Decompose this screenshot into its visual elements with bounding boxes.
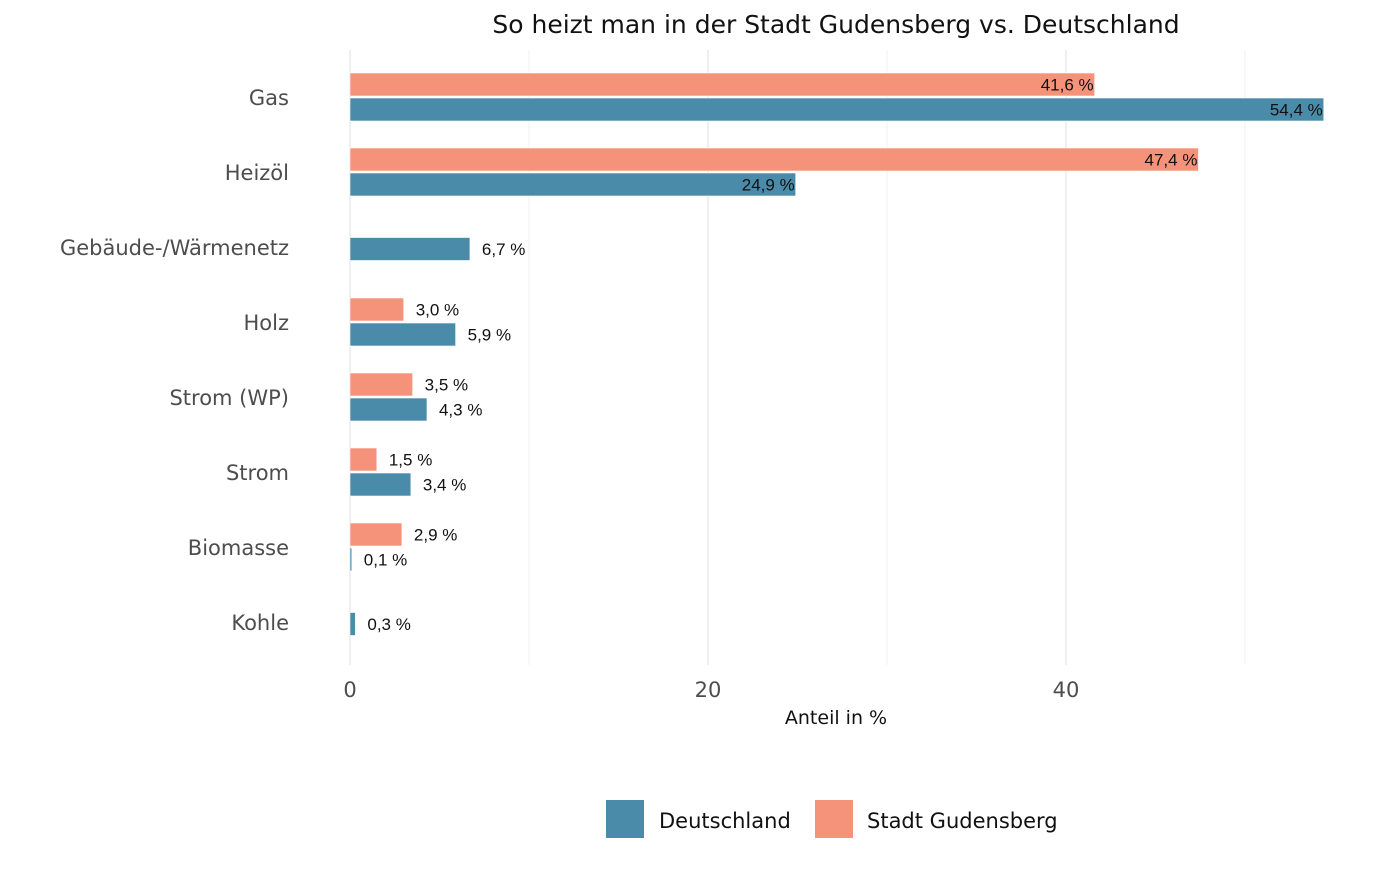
category-label-strom: Strom bbox=[226, 461, 289, 485]
x-tick-label: 0 bbox=[343, 678, 356, 702]
bar-gudensberg-holz bbox=[349, 297, 405, 322]
data-label-deutschland-strom: 3,4 % bbox=[423, 476, 466, 495]
data-label-deutschland-strom-wp: 4,3 % bbox=[439, 401, 482, 420]
category-label-kohle: Kohle bbox=[231, 611, 289, 635]
bar-deutschland-kohle bbox=[349, 612, 356, 636]
bar-deutschland-strom-wp bbox=[349, 397, 428, 422]
bars bbox=[349, 72, 1325, 636]
data-label-deutschland-holz: 5,9 % bbox=[468, 326, 511, 345]
category-label-gas: Gas bbox=[249, 86, 289, 110]
x-axis-ticks: 0 20 40 bbox=[343, 678, 1079, 702]
gridlines bbox=[349, 50, 1246, 665]
bar-gudensberg-heizöl bbox=[349, 147, 1199, 172]
data-label-gudensberg-gas: 41,6 % bbox=[1041, 76, 1094, 95]
bar-deutschland-biomasse bbox=[349, 547, 353, 572]
legend-label-stadt-gudensberg: Stadt Gudensberg bbox=[867, 809, 1058, 833]
data-label-deutschland-gas: 54,4 % bbox=[1270, 101, 1323, 120]
data-label-gudensberg-holz: 3,0 % bbox=[416, 301, 459, 320]
x-tick-label: 40 bbox=[1053, 678, 1080, 702]
chart-title: So heizt man in der Stadt Gudensberg vs.… bbox=[492, 10, 1179, 39]
category-label-gebäude-wärmenetz: Gebäude-/Wärmenetz bbox=[60, 236, 289, 260]
category-label-heizöl: Heizöl bbox=[225, 161, 289, 185]
bar-gudensberg-biomasse bbox=[349, 522, 403, 547]
legend-label-deutschland: Deutschland bbox=[659, 809, 791, 833]
data-label-deutschland-kohle: 0,3 % bbox=[367, 615, 410, 634]
x-tick-label: 20 bbox=[695, 678, 722, 702]
data-label-deutschland-heizöl: 24,9 % bbox=[742, 176, 795, 195]
category-label-holz: Holz bbox=[244, 311, 290, 335]
data-label-gudensberg-heizöl: 47,4 % bbox=[1145, 151, 1198, 170]
bar-deutschland-holz bbox=[349, 322, 456, 347]
bar-gudensberg-strom-wp bbox=[349, 372, 413, 397]
data-labels: 41,6 % 54,4 % 47,4 % 24,9 % 6,7 % 3,0 % 5,9 % 3… bbox=[364, 76, 1323, 635]
bar-deutschland-heizöl bbox=[349, 172, 797, 197]
category-label-biomasse: Biomasse bbox=[188, 536, 289, 560]
data-label-deutschland-gebäude-wärmenetz: 6,7 % bbox=[482, 240, 525, 259]
bar-gudensberg-gas bbox=[349, 72, 1095, 97]
category-label-strom-wp: Strom (WP) bbox=[169, 386, 289, 410]
legend-swatch-deutschland bbox=[606, 800, 644, 838]
bar-deutschland-gas bbox=[349, 97, 1325, 122]
category-labels: Gas Heizöl Gebäude-/Wärmenetz Holz Strom (WP… bbox=[60, 86, 289, 635]
legend: Deutschland Stadt Gudensberg bbox=[606, 800, 1058, 838]
bar-gudensberg-strom bbox=[349, 447, 378, 472]
legend-swatch-stadt-gudensberg bbox=[815, 800, 853, 838]
data-label-deutschland-biomasse: 0,1 % bbox=[364, 551, 407, 570]
data-label-gudensberg-strom-wp: 3,5 % bbox=[425, 376, 468, 395]
x-axis-title: Anteil in % bbox=[785, 707, 887, 729]
data-label-gudensberg-biomasse: 2,9 % bbox=[414, 526, 457, 545]
bar-deutschland-gebäude-wärmenetz bbox=[349, 237, 471, 261]
data-label-gudensberg-strom: 1,5 % bbox=[389, 451, 432, 470]
bar-deutschland-strom bbox=[349, 472, 412, 497]
